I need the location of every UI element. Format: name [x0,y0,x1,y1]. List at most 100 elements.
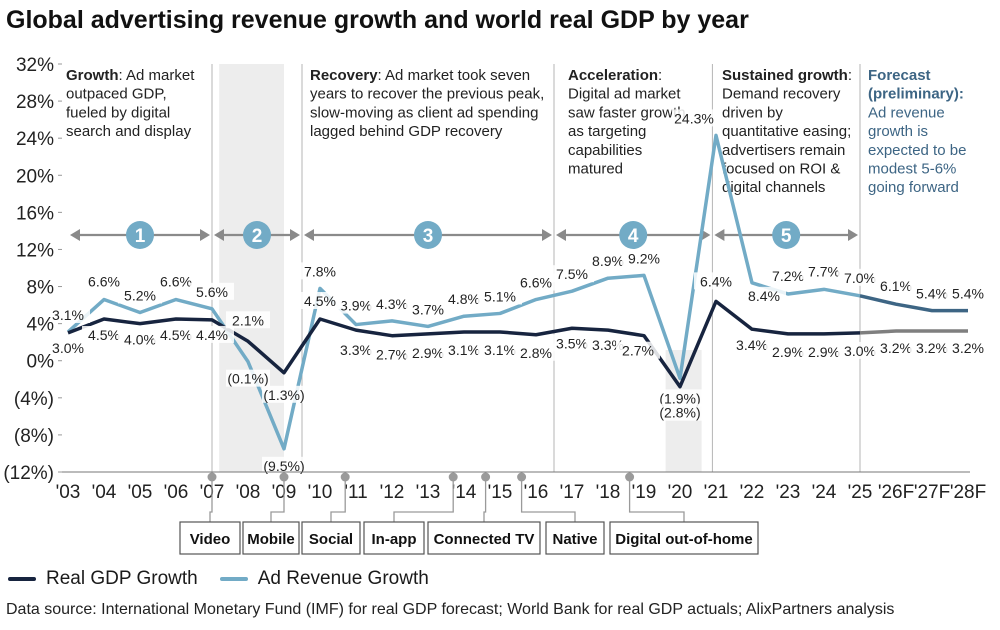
x-tick-label: '06 [164,482,189,503]
real-gdp-data-label: 3.0% [844,343,876,359]
phase-heading: Growth [66,67,119,84]
real-gdp-label-bg [334,341,378,359]
phase-description-line: Acceleration: [568,67,662,84]
ad-revenue-data-label: 6.1% [880,278,912,294]
x-tick-label: '22 [740,482,765,503]
phase-arrow-head-left [70,229,80,241]
real-gdp-data-label: 3.0% [52,340,84,356]
real-gdp-data-label: 3.2% [916,340,948,356]
ad-revenue-data-label: 5.4% [952,286,984,302]
channel-box [242,521,300,555]
phase-number-circle [243,221,271,249]
phase-description-line: saw faster growth [568,104,686,121]
phase-number: 3 [423,226,434,247]
phase-description-line: capabilities [568,142,642,159]
phase-description-1: Growth: Ad market outpaced GDP, fueled by … [66,67,195,140]
x-tick-label: '18 [596,482,621,503]
phase-description-5: Sustained growth: Demand recovery driven b… [722,67,852,196]
ad-revenue-label-bg [766,266,810,284]
real-gdp-data-label: 3.5% [556,335,588,351]
x-tick-label: '17 [560,482,585,503]
real-gdp-data-label: 2.9% [772,344,804,360]
phase-description-forecast: Forecast (preliminary): Ad revenue growth i… [868,67,966,196]
ad-revenue-label-bg [226,369,270,387]
real-gdp-label-bg [46,338,90,356]
channel-marker-dot [340,472,350,482]
phase-description-line: Ad revenue [868,104,945,121]
phase-description-line: as targeting [568,123,646,140]
x-tick-label: '13 [416,482,441,503]
ad-revenue-label-bg [946,284,990,302]
source-note: Data source: International Monetary Fund… [6,601,895,618]
phase-arrow-head-left [556,229,566,241]
phase-body: : Ad market took seven [378,67,531,84]
ad-revenue-data-label: 5.2% [124,288,156,304]
real-gdp-label-bg [838,341,882,359]
ad-revenue-data-label: 7.8% [304,263,336,279]
phase-arrow-head-right [290,229,300,241]
recession-shading [219,64,702,472]
phase-number-circle [772,221,801,249]
channel-label: Social [309,531,353,548]
ad-revenue-data-label: (0.1%) [227,371,268,387]
legend-label-ad: Ad Revenue Growth [257,568,429,589]
y-tick-label: 4% [27,315,55,336]
y-tick-label: 8% [27,278,55,299]
phase-description-line: focused on ROI & [722,161,840,178]
ad-revenue-label-bg [46,305,90,323]
real-gdp-data-label: 2.1% [232,312,264,328]
y-tick-label: 28% [16,92,54,113]
real-gdp-data-label: (2.8%) [659,405,700,421]
phase-body: : [658,67,662,84]
ad-revenue-data-label: 3.1% [52,307,84,323]
y-tick-label: 32% [16,55,54,76]
channel-box [427,521,541,555]
series-lines [66,133,968,451]
real-gdp-label-bg [118,330,162,348]
real-gdp-label-bg [550,334,594,352]
phase-heading: Sustained growth [722,67,848,84]
phase-number-circle [414,221,442,249]
real-gdp-label-bg [298,292,342,309]
channel-label: Digital out-of-home [615,531,752,548]
real-gdp-label-bg [514,343,558,361]
real-gdp-label-bg [910,339,954,357]
x-tick-label: '03 [56,482,81,503]
real-gdp-label-bg [82,326,126,343]
legend-swatch-ad [219,577,248,581]
phase-body: : Ad market [119,67,196,84]
y-tick-label: 0% [27,352,55,373]
phase-description-line: Demand recovery [722,86,841,103]
ad-revenue-label-bg [874,277,918,295]
phase-heading: Acceleration [568,67,658,84]
channel-box [301,521,361,555]
ad-revenue-line [66,133,861,451]
phase-description-line: Growth: Ad market [66,67,195,84]
x-tick-label: '10 [308,482,333,503]
real-gdp-data-label: 3.3% [592,337,624,353]
channel-marker-dot [517,472,527,482]
real-gdp-label-bg [370,345,414,363]
ad-revenue-data-label: (9.5%) [263,458,304,474]
phase-number-circle [126,221,154,249]
channel-markers: Video Mobile Social In-app Connected TV Nativ… [179,472,759,555]
phase-description-3: Recovery: Ad market took seven years to r… [310,67,544,140]
ad-revenue-label-bg [370,294,414,312]
channel-label: In-app [372,531,417,548]
channel-marker-dot [625,472,635,482]
ad-revenue-data-label: 4.8% [448,291,480,307]
ad-revenue-data-label: 9.2% [628,250,660,266]
phase-description-line: quantitative easing; [722,123,851,140]
x-tick-label: '14 [452,482,477,503]
phase-description-line: driven by [722,104,783,121]
phase-description-line: outpaced GDP, [66,86,167,103]
ad-revenue-data-label: 7.5% [556,266,588,282]
phase-description-line: Recovery: Ad market took seven [310,67,530,84]
y-tick-label: 12% [16,240,54,261]
phase-dividers [211,64,861,472]
phase-description-line: slow-moving as client ad spending [310,104,538,121]
chart-title: Global advertising revenue growth and wo… [6,6,749,34]
channel-box [545,521,605,555]
real-gdp-label-bg [226,311,270,329]
phase-description-line: expected to be [868,142,966,159]
